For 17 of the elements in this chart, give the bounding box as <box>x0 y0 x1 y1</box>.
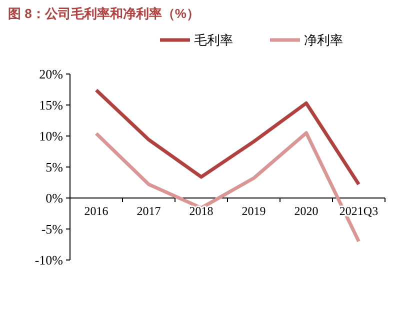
legend-label: 净利率 <box>304 32 343 48</box>
x-tick-label: 2016 <box>84 204 108 218</box>
x-tick-label: 2019 <box>242 204 266 218</box>
y-tick-label: 15% <box>39 98 64 112</box>
x-tick-label: 2017 <box>136 204 161 218</box>
y-tick-label: 20% <box>39 66 64 82</box>
line-series <box>94 88 360 186</box>
y-tick-label: -5% <box>41 222 64 236</box>
x-tick-label: 2018 <box>189 204 214 218</box>
title: 图 8：公司毛利率和净利率（%） <box>8 6 200 21</box>
x-tick-label: 2020 <box>294 204 318 218</box>
y-tick-label: -10% <box>34 252 64 268</box>
y-tick-label: 0% <box>46 190 64 206</box>
y-tick-label: 5% <box>46 160 64 174</box>
x-tick-label: 2021Q3 <box>339 204 378 218</box>
legend-label: 毛利率 <box>194 32 233 48</box>
y-tick-label: 10% <box>39 128 64 144</box>
